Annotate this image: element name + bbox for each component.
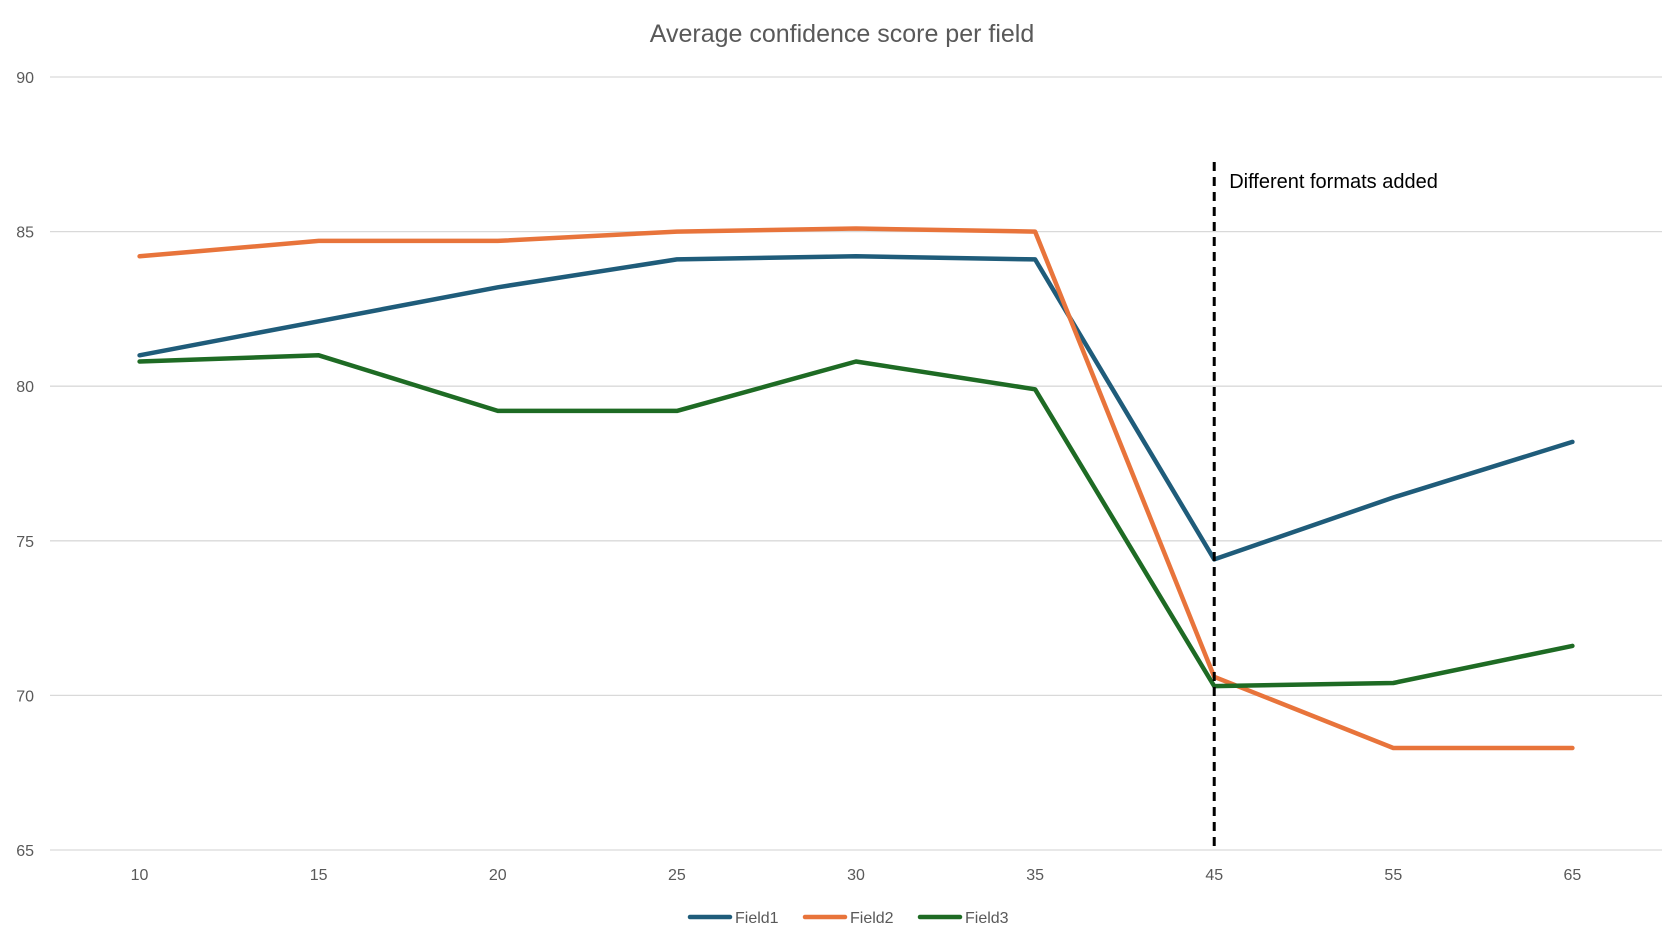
x-tick-label: 20 — [489, 867, 507, 884]
x-tick-label: 55 — [1384, 867, 1402, 884]
x-axis-ticks: 10 15 20 25 30 35 45 55 65 — [131, 867, 1582, 884]
legend-label: Field2 — [850, 910, 894, 927]
chart-title: Average confidence score per field — [650, 20, 1035, 48]
y-tick-label: 70 — [16, 688, 34, 705]
x-tick-label: 15 — [310, 867, 328, 884]
x-tick-label: 10 — [131, 867, 149, 884]
series-line-field2 — [137, 226, 1575, 751]
y-tick-label: 90 — [16, 70, 34, 87]
annotations: Different formats added — [1212, 162, 1438, 850]
x-tick-label: 45 — [1205, 867, 1223, 884]
series-line-field3 — [137, 353, 1575, 689]
y-tick-label: 75 — [16, 534, 34, 551]
y-axis-ticks: 90 85 80 75 70 65 — [16, 70, 34, 860]
y-tick-label: 65 — [16, 843, 34, 860]
gridlines — [50, 76, 1662, 851]
legend-label: Field3 — [965, 910, 1009, 927]
x-tick-label: 65 — [1564, 867, 1582, 884]
legend: Field1 Field2 Field3 — [687, 910, 1009, 927]
series-lines — [137, 226, 1575, 751]
series-line-field1 — [137, 254, 1575, 562]
annotation-label: Different formats added — [1229, 171, 1438, 193]
x-tick-label: 30 — [847, 867, 865, 884]
legend-label: Field1 — [735, 910, 779, 927]
y-tick-label: 80 — [16, 379, 34, 396]
x-tick-label: 35 — [1026, 867, 1044, 884]
y-tick-label: 85 — [16, 225, 34, 242]
x-tick-label: 25 — [668, 867, 686, 884]
